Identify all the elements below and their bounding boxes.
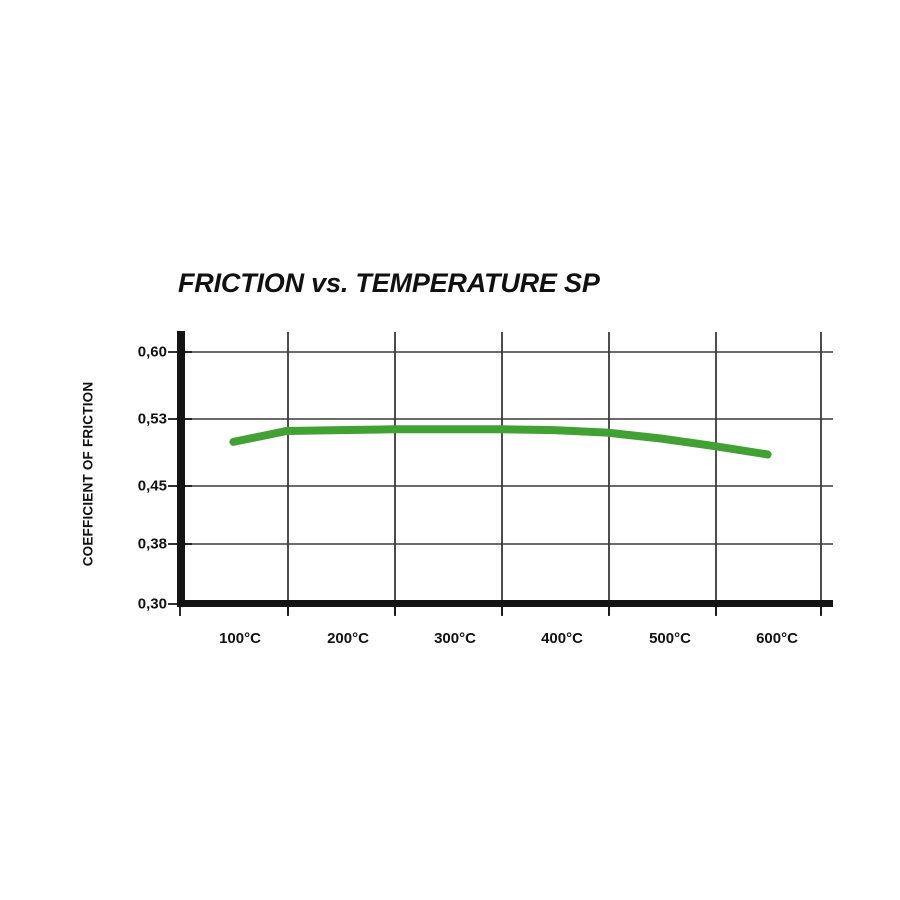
y-tick-label-1: 0,53 <box>137 410 167 428</box>
x-tick-label-4: 500°C <box>649 630 691 647</box>
x-tick-label-2: 300°C <box>434 630 476 647</box>
chart-title: FRICTION vs. TEMPERATURE SP <box>178 268 600 298</box>
y-tick-label-3: 0,38 <box>137 535 167 553</box>
y-tick-label-4: 0,30 <box>137 595 167 613</box>
y-tick-label-2: 0,45 <box>137 477 167 495</box>
y-tick-label-0: 0,60 <box>137 343 167 361</box>
x-tick-label-1: 200°C <box>327 630 369 647</box>
x-tick-label-3: 400°C <box>541 630 583 647</box>
horizontal-gridlines <box>176 351 833 545</box>
x-tick-label-0: 100°C <box>219 630 261 647</box>
x-tick-label-5: 600°C <box>756 630 798 647</box>
vertical-gridlines <box>287 332 822 615</box>
series-line-sp <box>229 425 772 459</box>
y-axis-tick-labels: 0,60 0,53 0,45 0,38 0,30 <box>107 0 167 900</box>
